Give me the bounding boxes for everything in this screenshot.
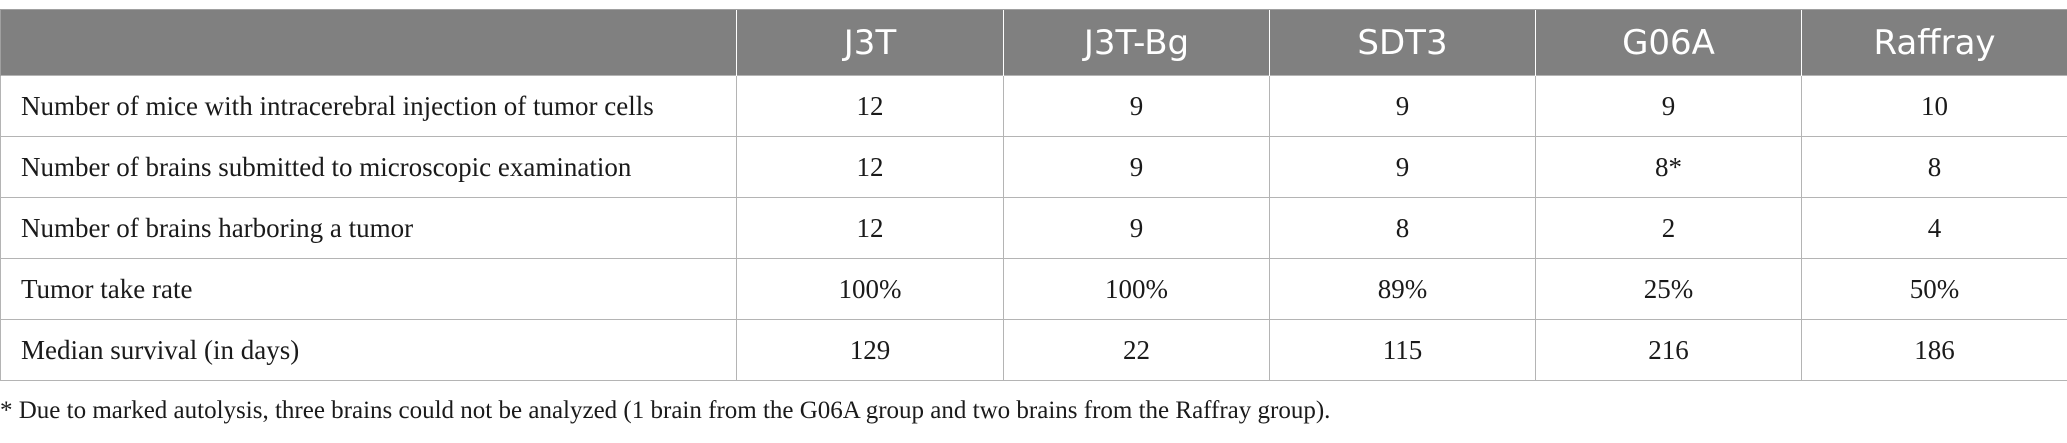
row-label: Number of mice with intracerebral inject… — [0, 75, 737, 137]
table-cell: 129 — [736, 319, 1004, 381]
table-cell: 216 — [1535, 319, 1802, 381]
data-table-container: J3T J3T-Bg SDT3 G06A Raffray Number of m… — [0, 9, 2067, 381]
table-cell: 9 — [1003, 75, 1270, 137]
table-cell: 50% — [1801, 258, 2067, 320]
tumor-take-table: J3T J3T-Bg SDT3 G06A Raffray Number of m… — [0, 9, 2067, 381]
table-cell: 115 — [1269, 319, 1536, 381]
table-cell: 9 — [1269, 136, 1536, 198]
table-cell: 8 — [1801, 136, 2067, 198]
header-row: J3T J3T-Bg SDT3 G06A Raffray — [0, 9, 2067, 76]
table-cell: 22 — [1003, 319, 1270, 381]
table-cell: 100% — [1003, 258, 1270, 320]
table-cell: 89% — [1269, 258, 1536, 320]
table-cell: 9 — [1535, 75, 1802, 137]
row-label: Number of brains harboring a tumor — [0, 197, 737, 259]
table-cell: 4 — [1801, 197, 2067, 259]
row-label: Number of brains submitted to microscopi… — [0, 136, 737, 198]
table-cell: 9 — [1003, 197, 1270, 259]
row-label: Median survival (in days) — [0, 319, 737, 381]
table-cell: 12 — [736, 75, 1004, 137]
header-cell-label — [0, 9, 737, 76]
table-cell: 12 — [736, 197, 1004, 259]
table-row: Tumor take rate 100% 100% 89% 25% 50% — [0, 258, 2067, 320]
table-row: Number of brains submitted to microscopi… — [0, 136, 2067, 198]
header-cell-sdt3: SDT3 — [1269, 9, 1536, 76]
table-cell: 186 — [1801, 319, 2067, 381]
table-row: Number of mice with intracerebral inject… — [0, 75, 2067, 137]
header-cell-raffray: Raffray — [1801, 9, 2067, 76]
table-cell: 8* — [1535, 136, 1802, 198]
header-cell-g06a: G06A — [1535, 9, 1802, 76]
table-cell: 2 — [1535, 197, 1802, 259]
table-row: Number of brains harboring a tumor 12 9 … — [0, 197, 2067, 259]
row-label: Tumor take rate — [0, 258, 737, 320]
header-cell-j3t-bg: J3T-Bg — [1003, 9, 1270, 76]
table-cell: 25% — [1535, 258, 1802, 320]
header-cell-j3t: J3T — [736, 9, 1004, 76]
table-cell: 10 — [1801, 75, 2067, 137]
table-cell: 8 — [1269, 197, 1536, 259]
table-cell: 12 — [736, 136, 1004, 198]
table-cell: 100% — [736, 258, 1004, 320]
table-cell: 9 — [1003, 136, 1270, 198]
table-row: Median survival (in days) 129 22 115 216… — [0, 319, 2067, 381]
table-cell: 9 — [1269, 75, 1536, 137]
table-footnote: * Due to marked autolysis, three brains … — [0, 397, 1331, 424]
